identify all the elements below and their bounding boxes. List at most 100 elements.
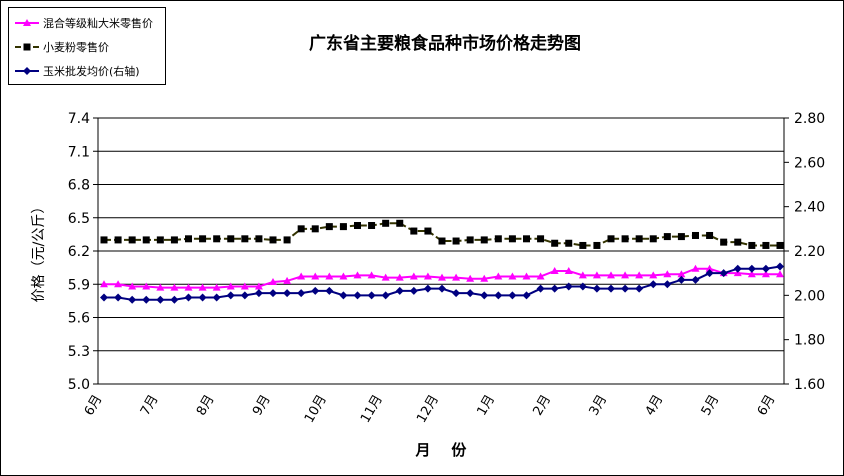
data-point xyxy=(649,280,658,289)
data-point xyxy=(269,278,277,286)
data-point xyxy=(283,276,292,284)
data-point xyxy=(522,291,531,300)
data-point xyxy=(691,275,700,284)
data-point xyxy=(283,289,292,298)
data-point xyxy=(705,269,714,278)
data-point xyxy=(607,271,615,279)
data-point xyxy=(550,266,559,274)
data-point xyxy=(551,239,559,247)
data-point xyxy=(748,241,756,249)
data-point xyxy=(254,289,263,298)
data-point xyxy=(592,271,601,279)
data-point xyxy=(578,282,587,291)
data-point xyxy=(156,283,165,291)
data-point xyxy=(621,235,629,243)
data-point xyxy=(395,273,404,281)
x-tick-label: 5月 xyxy=(699,393,723,419)
data-point xyxy=(494,291,503,300)
data-point xyxy=(325,223,333,231)
data-point xyxy=(494,272,503,280)
data-point xyxy=(564,282,573,291)
data-point xyxy=(269,236,277,244)
data-point xyxy=(677,275,686,284)
data-point xyxy=(564,266,573,274)
data-point xyxy=(734,238,742,246)
x-tick-label: 4月 xyxy=(643,393,667,419)
series-1 xyxy=(100,219,784,249)
data-point xyxy=(621,271,630,279)
data-point xyxy=(100,236,108,244)
data-point xyxy=(213,235,221,243)
y-tick-label: 5.0 xyxy=(68,377,90,393)
data-point xyxy=(663,280,672,289)
data-point xyxy=(128,282,137,290)
data-point xyxy=(649,235,657,243)
data-point xyxy=(508,291,517,300)
series-line xyxy=(104,265,781,301)
data-point xyxy=(156,295,165,304)
data-point xyxy=(381,273,390,281)
data-point xyxy=(424,227,432,235)
data-point xyxy=(212,293,221,302)
data-point xyxy=(395,286,404,295)
data-point xyxy=(761,270,770,278)
data-point xyxy=(198,283,207,291)
y-tick-label: 5.3 xyxy=(68,344,90,360)
x-tick-label: 10月 xyxy=(302,393,330,426)
data-point xyxy=(23,19,31,26)
data-point xyxy=(241,235,249,243)
data-point xyxy=(156,236,164,244)
data-point xyxy=(142,295,151,304)
data-point xyxy=(438,237,446,245)
data-point xyxy=(480,236,488,244)
y-tick-label: 6.2 xyxy=(68,244,90,260)
grid-layer xyxy=(98,150,784,352)
x-tick-label: 11月 xyxy=(358,393,386,426)
data-point xyxy=(354,222,361,230)
data-point xyxy=(536,272,545,280)
data-point xyxy=(269,289,277,298)
data-point xyxy=(776,262,784,271)
legend: 混合等级籼大米零售价 小麦粉零售价 玉米批发均价(右轴) xyxy=(8,7,166,85)
legend-label: 小麦粉零售价 xyxy=(43,40,109,54)
legend-item: 小麦粉零售价 xyxy=(15,40,109,54)
data-point xyxy=(297,289,306,298)
data-point xyxy=(452,289,461,298)
data-point xyxy=(452,237,460,245)
data-point xyxy=(762,241,770,249)
data-point xyxy=(705,264,714,272)
x-tick-label: 12月 xyxy=(414,393,442,426)
legend-label: 玉米批发均价(右轴) xyxy=(43,64,140,78)
data-point xyxy=(480,291,489,300)
data-point xyxy=(226,291,235,300)
data-point xyxy=(747,264,756,273)
data-point xyxy=(635,235,643,243)
data-point xyxy=(423,272,432,280)
data-point xyxy=(297,225,305,233)
x-tick-label: 9月 xyxy=(250,393,274,419)
data-point xyxy=(170,283,179,291)
x-tick-label: 7月 xyxy=(138,393,162,419)
data-point xyxy=(466,236,474,244)
y2-tick-label: 2.60 xyxy=(794,155,825,171)
data-point xyxy=(706,231,714,239)
data-point xyxy=(23,43,31,51)
data-point xyxy=(410,227,418,235)
data-point xyxy=(635,271,644,279)
data-point xyxy=(536,284,545,293)
y-tick-label: 6.5 xyxy=(68,211,90,227)
y2-tick-label: 1.80 xyxy=(794,333,825,349)
legend-item: 玉米批发均价(右轴) xyxy=(15,64,140,78)
data-point xyxy=(311,225,319,233)
data-point xyxy=(212,283,221,291)
data-point xyxy=(23,67,31,75)
data-point xyxy=(466,289,475,298)
data-point xyxy=(677,270,686,278)
data-point xyxy=(494,235,502,243)
data-point xyxy=(311,286,320,295)
data-point xyxy=(128,236,136,244)
data-point xyxy=(466,274,475,282)
data-point xyxy=(438,273,446,281)
